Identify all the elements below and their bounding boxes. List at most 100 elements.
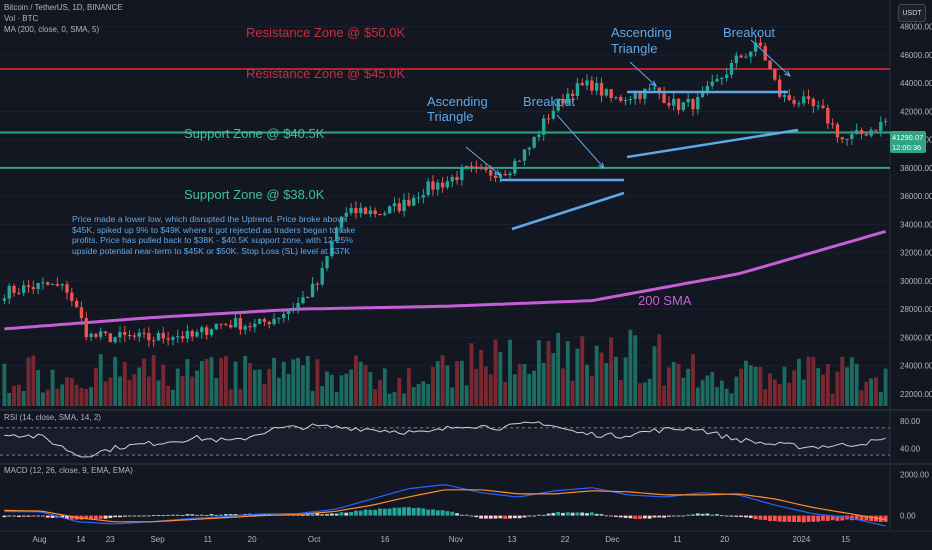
macd-histogram-bar	[180, 515, 185, 516]
volume-bar	[286, 373, 291, 406]
triangle-line	[626, 128, 799, 159]
macd-histogram-bar	[517, 515, 522, 519]
volume-bar	[50, 369, 55, 406]
rsi-line	[4, 421, 886, 458]
macd-histogram-bar	[821, 515, 825, 521]
volume-bar	[816, 368, 821, 406]
annotation-arrow	[465, 146, 501, 176]
macd-histogram-bar	[171, 514, 175, 516]
candle-body	[123, 331, 127, 335]
macd-histogram-bar	[614, 515, 618, 517]
candle-body	[758, 42, 763, 46]
candle-body	[455, 176, 459, 181]
volume-bar	[782, 366, 787, 406]
volume-bar	[108, 377, 113, 406]
macd-histogram-bar	[406, 507, 411, 516]
time-tick-label: 23	[106, 535, 115, 544]
macd-histogram-bar	[411, 507, 416, 516]
volume-bar	[411, 387, 416, 406]
candle-body	[180, 336, 185, 339]
price-tick-label: 30000.00	[900, 277, 932, 286]
candle-body	[638, 93, 642, 99]
macd-histogram-bar	[50, 515, 55, 518]
volume-bar	[228, 389, 233, 406]
candle-body	[652, 87, 657, 89]
price-tick-label: 22000.00	[900, 390, 932, 399]
volume-bar	[431, 366, 435, 406]
candle-body	[575, 83, 580, 97]
time-tick-label: Aug	[32, 535, 46, 544]
macd-histogram-bar	[869, 515, 874, 521]
volume-bar	[724, 388, 729, 406]
volume-bar	[156, 380, 161, 406]
candle-body	[147, 333, 151, 341]
volume-bar	[835, 371, 840, 406]
time-tick-label: 13	[508, 535, 517, 544]
candle-body	[700, 92, 705, 97]
macd-histogram-bar	[142, 515, 146, 517]
macd-histogram-bar	[199, 514, 204, 516]
volume-bar	[161, 364, 166, 406]
current-price-tag	[890, 131, 926, 153]
volume-bar	[74, 384, 79, 406]
current-price: 41290.07	[892, 133, 923, 142]
volume-bar	[180, 376, 185, 406]
macd-histogram-bar	[666, 515, 671, 517]
candle-body	[55, 284, 60, 286]
macd-histogram-bar	[349, 512, 354, 516]
macd-tick-label: 0.00	[900, 512, 916, 521]
candle-body	[238, 318, 243, 330]
volume-bar	[199, 361, 204, 406]
currency-button[interactable]: USDT	[898, 4, 926, 22]
macd-histogram-bar	[503, 515, 508, 519]
volume-bar	[695, 387, 700, 406]
volume-bar	[532, 370, 537, 406]
candle-body	[26, 285, 31, 288]
volume-bar	[262, 383, 267, 406]
macd-histogram-bar	[498, 515, 503, 519]
candle-body	[537, 134, 541, 138]
candle-body	[204, 327, 209, 335]
label-triangle-2: Triangle	[611, 41, 657, 56]
price-tick-label: 32000.00	[900, 249, 932, 258]
volume-bar	[368, 372, 373, 406]
macd-histogram-bar	[585, 513, 589, 516]
candle-body	[113, 337, 117, 343]
volume-bar	[31, 355, 36, 406]
volume-bar	[792, 370, 797, 406]
candle-body	[431, 181, 435, 190]
macd-histogram-bar	[166, 514, 171, 516]
time-tick-label: Nov	[449, 535, 463, 544]
macd-histogram-bar	[26, 515, 31, 517]
candle-body	[103, 331, 108, 334]
candle-body	[729, 63, 734, 75]
volume-bar	[859, 390, 864, 406]
volume-bar	[715, 387, 719, 406]
macd-histogram-bar	[763, 515, 768, 520]
volume-bar	[474, 368, 479, 406]
price-tick-label: 26000.00	[900, 333, 932, 342]
candle-body	[879, 121, 883, 131]
macd-histogram-bar	[801, 515, 806, 523]
candle-body	[551, 110, 556, 119]
candle-body	[257, 319, 262, 324]
macd-histogram-bar	[864, 515, 869, 521]
macd-histogram-bar	[657, 515, 662, 518]
macd-histogram-bar	[93, 515, 98, 520]
volume-bar	[647, 378, 652, 406]
macd-histogram-bar	[320, 514, 325, 516]
macd-histogram-bar	[301, 515, 305, 516]
time-tick-label: 16	[381, 535, 390, 544]
macd-histogram-bar	[522, 515, 527, 518]
macd-histogram-bar	[344, 512, 349, 516]
volume-bar	[772, 379, 777, 406]
volume-bar	[479, 349, 484, 406]
arrow-head	[784, 70, 791, 77]
candle-body	[777, 79, 782, 97]
candle-body	[233, 318, 238, 328]
candle-body	[513, 160, 517, 174]
candle-body	[667, 102, 671, 106]
volume-bar	[594, 345, 599, 406]
candle-body	[614, 96, 618, 98]
